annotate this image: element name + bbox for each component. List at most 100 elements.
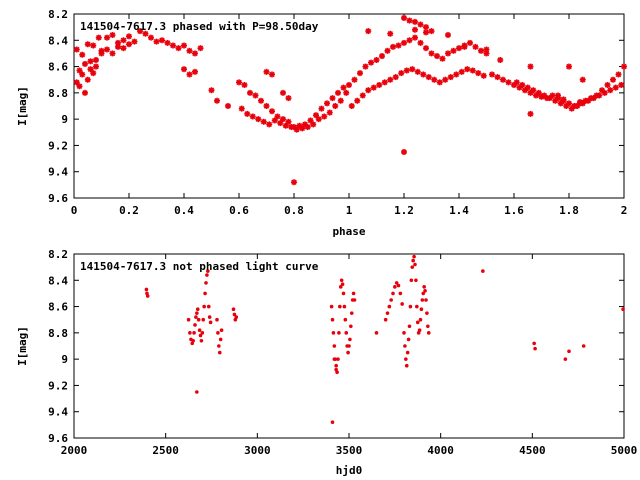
phased-data-point <box>401 14 407 21</box>
phased-data-point <box>585 97 592 104</box>
unphased-data-point <box>532 341 536 346</box>
unphased-y-tick-label: 8.6 <box>48 301 68 314</box>
phased-data-point <box>469 67 476 74</box>
unphased-data-point <box>197 328 202 333</box>
phased-data-point <box>285 95 292 102</box>
phased-x-tick-label: 1.2 <box>394 204 414 217</box>
unphased-data-point <box>422 285 426 289</box>
unphased-x-tick-labels: 2000 2500 3000 3500 4000 4500 5000 <box>61 444 638 457</box>
phased-data-point <box>321 113 328 120</box>
phased-data-point <box>546 95 553 102</box>
phased-data-point <box>618 81 625 88</box>
unphased-data-point <box>207 315 212 319</box>
phased-data-point <box>208 87 215 94</box>
phased-data-point <box>280 116 286 123</box>
unphased-data-point <box>346 350 350 355</box>
phased-data-point <box>439 55 446 62</box>
phased-data-point <box>82 60 88 67</box>
phased-chart: 0 0.2 0.4 0.6 0.8 1 1.2 1.4 1.6 1.8 2 8.2 8.4 8.6 8.8… <box>16 8 627 238</box>
phased-data-point <box>197 45 204 52</box>
phased-data-point <box>409 66 416 73</box>
phased-y-tick-label: 9.2 <box>48 139 68 152</box>
unphased-data-point <box>330 317 335 322</box>
unphased-x-tick-label: 4000 <box>427 444 454 457</box>
phased-data-point <box>384 47 391 54</box>
phased-data-point <box>126 33 132 40</box>
phased-y-tick-label: 9.6 <box>48 192 68 205</box>
unphased-data-point <box>419 307 424 312</box>
phased-data-point <box>461 43 468 50</box>
unphased-data-point <box>351 291 356 296</box>
unphased-data-point <box>200 331 205 335</box>
phased-data-point <box>478 47 484 54</box>
unphased-data-point <box>217 344 221 348</box>
unphased-data-point <box>402 331 406 335</box>
phased-data-point <box>601 89 608 96</box>
unphased-data-point <box>408 304 413 309</box>
phased-data-point <box>340 84 347 91</box>
phased-data-point <box>365 87 372 94</box>
phased-x-tick-label: 0.4 <box>174 204 194 217</box>
phased-data-point <box>500 76 506 83</box>
phased-data-point <box>434 53 440 60</box>
phased-data-point <box>335 89 341 96</box>
phased-data-point <box>126 41 132 48</box>
phased-data-point <box>401 149 407 155</box>
phased-y-axis-label: I[mag] <box>16 86 29 126</box>
phased-data-point <box>82 89 88 96</box>
phased-data-point <box>480 72 487 79</box>
phased-y-tick-label: 8.8 <box>48 87 68 100</box>
unphased-data-point <box>206 269 210 273</box>
unphased-data-point <box>425 311 429 315</box>
phased-data-point <box>241 81 248 88</box>
phased-data-point <box>346 81 352 88</box>
phased-data-point <box>621 63 627 70</box>
phased-data-point <box>310 121 317 128</box>
unphased-data-point <box>414 278 418 283</box>
phased-data-point <box>304 124 311 131</box>
phased-data-point <box>326 109 333 116</box>
phased-data-point <box>398 70 405 77</box>
phased-data-point <box>76 83 83 90</box>
phased-x-tick-label: 0.8 <box>284 204 304 217</box>
unphased-data-point <box>389 298 393 302</box>
phased-data-point <box>612 84 619 91</box>
unphased-x-tick-label: 4500 <box>519 444 546 457</box>
unphased-data-point <box>208 320 213 325</box>
phased-data-point <box>285 118 292 125</box>
unphased-y-tick-labels: 8.2 8.4 8.6 8.8 9 9.2 9.4 9.6 <box>48 248 68 445</box>
phased-data-point <box>104 46 110 53</box>
phased-data-point <box>527 63 534 70</box>
phased-data-point <box>115 39 121 46</box>
phased-data-point <box>423 29 429 36</box>
phased-data-point <box>387 30 394 37</box>
unphased-y-axis-label: I[mag] <box>16 326 29 366</box>
phased-data-point <box>258 97 264 104</box>
unphased-data-point <box>199 338 204 343</box>
unphased-data-point <box>567 349 571 354</box>
phased-data-point <box>527 110 534 117</box>
phased-data-point <box>343 89 350 96</box>
phased-data-point <box>467 39 473 46</box>
phased-x-tick-label: 1.4 <box>449 204 469 217</box>
phased-data-point <box>291 179 297 186</box>
phased-data-point <box>494 74 501 81</box>
unphased-x-tick-label: 2500 <box>152 444 179 457</box>
phased-data-points <box>73 14 627 186</box>
phased-data-point <box>93 57 99 63</box>
phased-data-point <box>269 71 275 78</box>
phased-data-point <box>142 30 149 37</box>
phased-data-point <box>615 71 622 78</box>
unphased-data-point <box>341 291 346 296</box>
phased-data-point <box>535 89 542 96</box>
phased-data-point <box>519 81 526 88</box>
phased-data-point <box>247 89 253 96</box>
phased-data-point <box>73 79 80 86</box>
phased-x-tick-label: 0.6 <box>229 204 249 217</box>
unphased-data-points <box>144 254 625 425</box>
phased-data-point <box>244 110 251 117</box>
unphased-data-point <box>410 265 415 269</box>
unphased-data-point <box>413 262 417 267</box>
unphased-data-point <box>424 298 428 302</box>
unphased-data-point <box>349 324 353 329</box>
